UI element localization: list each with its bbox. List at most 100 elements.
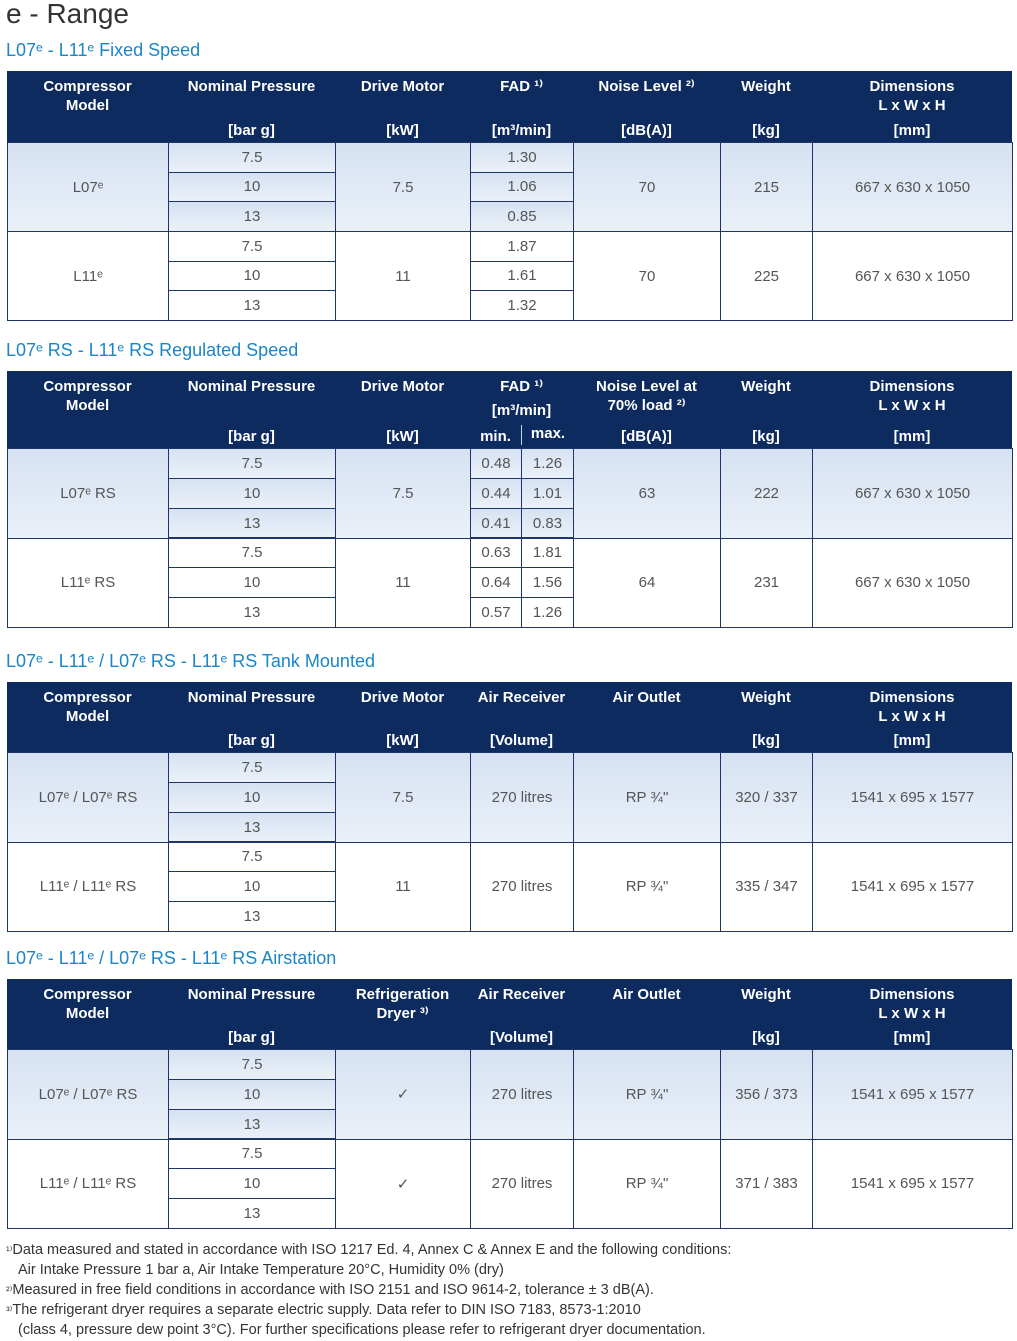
table-cell: 10 [168, 260, 336, 292]
header-unit: [mm] [893, 122, 931, 139]
header-label: Compressor Model [43, 378, 132, 414]
header-cell: Drive Motor [kW] [335, 682, 471, 752]
table-cell: 0.64 [470, 567, 522, 599]
header-label: Dimensions L x W x H [869, 986, 955, 1022]
section-heading: L07ᵉ - L11ᵉ / L07ᵉ RS - L11ᵉ RS Airstati… [6, 948, 337, 968]
table-cell: RP ¾" [573, 1138, 721, 1229]
header-cell: Nominal Pressure [bar g] [168, 71, 336, 142]
header-unit: [m³/min] [491, 402, 552, 419]
table-cell: 13 [168, 811, 336, 843]
header-cell: Air Outlet [573, 979, 721, 1049]
header-cell: Weight [kg] [720, 371, 813, 448]
header-label: Air Receiver [477, 689, 566, 706]
table-cell: 1.06 [470, 171, 574, 203]
table-cell: 225 [720, 231, 813, 321]
header-label: Nominal Pressure [187, 378, 316, 395]
header-label: Compressor Model [43, 78, 132, 114]
table-cell: 356 / 373 [720, 1049, 813, 1140]
header-cell: Compressor Model [7, 371, 169, 448]
table-cell: 270 litres [470, 752, 574, 843]
table-cell: ✓ [335, 1138, 471, 1229]
header-cell: Air Receiver [Volume] [470, 979, 574, 1049]
table-cell: 10 [168, 1168, 336, 1200]
header-unit: [kW] [386, 732, 419, 749]
table-cell: 667 x 630 x 1050 [812, 142, 1013, 232]
footnote-line: (class 4, pressure dew point 3°C). For f… [6, 1322, 706, 1338]
table-cell: 1.61 [470, 260, 574, 292]
table-cell: 13 [168, 290, 336, 321]
table-cell: 11 [335, 841, 471, 932]
header-cell: Dimensions L x W x H [mm] [812, 371, 1012, 448]
header-unit: [kg] [752, 122, 780, 139]
header-cell: FAD ¹⁾ [m³/min] min. max. [470, 371, 574, 448]
header-cell: Weight [kg] [720, 71, 813, 142]
header-cell: Dimensions L x W x H [mm] [812, 682, 1012, 752]
header-cell: Air Outlet [573, 682, 721, 752]
table-cell: 0.44 [470, 477, 522, 509]
header-label: Compressor Model [43, 689, 132, 725]
table-cell: 7.5 [168, 752, 336, 783]
table-cell: L11ᵉ / L11ᵉ RS [7, 1138, 169, 1229]
header-unit: [mm] [893, 1029, 931, 1046]
header-cell: Nominal Pressure [bar g] [168, 979, 336, 1049]
table-cell: 0.83 [521, 507, 574, 539]
table-cell: 70 [573, 142, 721, 232]
header-unit: [kg] [752, 732, 780, 749]
header-cell: Drive Motor [kW] [335, 371, 471, 448]
header-cell: Air Receiver [Volume] [470, 682, 574, 752]
header-unit: [kW] [386, 122, 419, 139]
table-cell: 13 [168, 1108, 336, 1140]
header-unit: [Volume] [489, 732, 554, 749]
header-label: Dimensions L x W x H [869, 378, 955, 414]
table-cell: 0.48 [470, 448, 522, 479]
header-unit: [kW] [386, 428, 419, 445]
header-label: Drive Motor [360, 378, 445, 395]
table-cell: 667 x 630 x 1050 [812, 231, 1013, 321]
table-cell: 1.26 [521, 597, 574, 628]
table-cell: 11 [335, 537, 471, 628]
section-heading: L07ᵉ RS - L11ᵉ RS Regulated Speed [6, 340, 299, 360]
header-unit: [mm] [893, 732, 931, 749]
header-cell: Drive Motor [kW] [335, 71, 471, 142]
header-label: Noise Level at 70% load ²⁾ [596, 378, 697, 414]
table-cell: 371 / 383 [720, 1138, 813, 1229]
table-cell: L07ᵉ / L07ᵉ RS [7, 1049, 169, 1140]
table-cell: 222 [720, 448, 813, 539]
footnote-line: Air Intake Pressure 1 bar a, Air Intake … [6, 1262, 504, 1278]
footnote-text: Air Intake Pressure 1 bar a, Air Intake … [18, 1262, 504, 1278]
table-cell: 0.63 [470, 537, 522, 569]
table-cell: 7.5 [168, 537, 336, 569]
table-cell: 7.5 [335, 448, 471, 539]
header-cell: FAD ¹⁾ [m³/min] [470, 71, 574, 142]
header-cell: Noise Level at 70% load ²⁾ [dB(A)] [573, 371, 721, 448]
footnote-mark: ³⁾ [6, 1305, 13, 1317]
header-cell: Nominal Pressure [bar g] [168, 371, 336, 448]
footnote-text: (class 4, pressure dew point 3°C). For f… [18, 1322, 706, 1338]
header-cell: Compressor Model [7, 682, 169, 752]
header-unit: [mm] [893, 428, 931, 445]
footnote-text: The refrigerant dryer requires a separat… [12, 1302, 641, 1318]
table-cell: 1.81 [521, 537, 574, 569]
table-cell: 13 [168, 201, 336, 232]
table-cell: 1.56 [521, 567, 574, 599]
table-cell: 63 [573, 448, 721, 539]
header-label: Dimensions L x W x H [869, 689, 955, 725]
footnote-mark: ²⁾ [6, 1285, 13, 1297]
section-heading: L07ᵉ - L11ᵉ / L07ᵉ RS - L11ᵉ RS Tank Mou… [6, 651, 375, 671]
table-cell: 0.41 [470, 507, 522, 539]
table-cell: L11ᵉ [7, 231, 169, 321]
table-cell: 13 [168, 507, 336, 539]
page-title: e - Range [6, 0, 129, 29]
table-cell: 1541 x 695 x 1577 [812, 841, 1013, 932]
header-label: Air Outlet [612, 986, 681, 1003]
header-label: FAD ¹⁾ [500, 378, 543, 395]
header-label: Refrigeration Dryer ³⁾ [355, 986, 450, 1022]
table-cell: L07ᵉ / L07ᵉ RS [7, 752, 169, 843]
footnote-line: ¹⁾Data measured and stated in accordance… [6, 1242, 731, 1258]
table-cell: 270 litres [470, 1138, 574, 1229]
header-cell: Nominal Pressure [bar g] [168, 682, 336, 752]
table-cell: 270 litres [470, 1049, 574, 1140]
table-cell: 1541 x 695 x 1577 [812, 1049, 1013, 1140]
table-cell: RP ¾" [573, 1049, 721, 1140]
